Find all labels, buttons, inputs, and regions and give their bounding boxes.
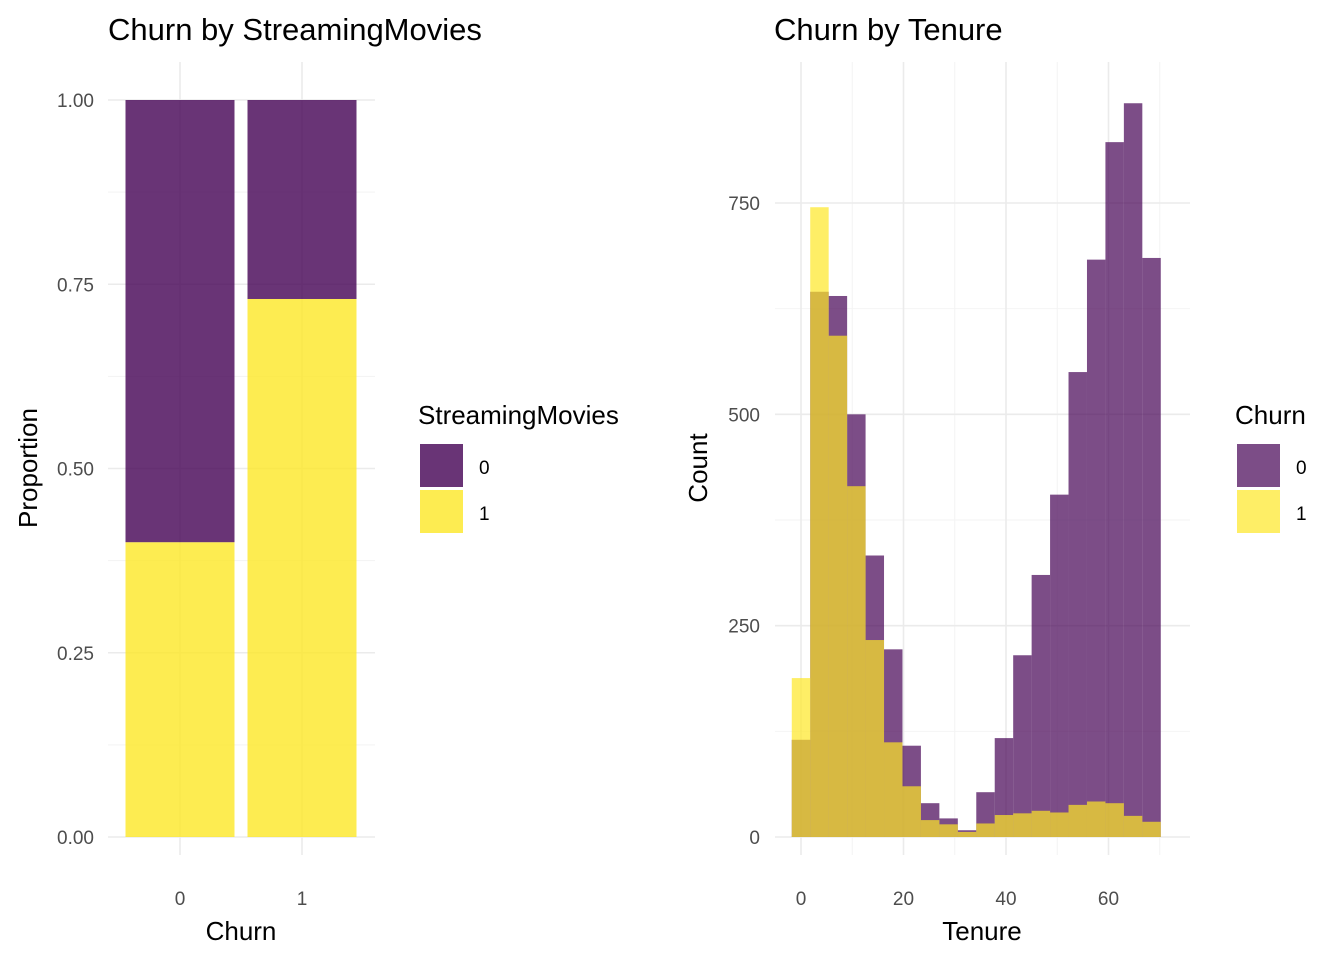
hist-bar-churn-1 [902,786,921,837]
hist-bar-churn-0 [1031,574,1051,837]
hist-bar-churn-0 [1086,259,1106,837]
hist-bar-churn-0 [1105,142,1124,838]
right-x-tick-labels: 0 20 40 60 [796,889,1119,910]
bar-churn-0-streaming-1 [125,542,235,837]
right-legend-label-0: 0 [1296,458,1307,479]
left-x-tick-label: 1 [297,889,308,910]
right-y-tick-label: 750 [728,194,760,215]
tenure-chart: 0 250 500 750 0 20 40 60 Churn by Tenure Tenur… [683,12,1307,946]
hist-bar-churn-0 [1068,372,1087,837]
right-legend-title: Churn [1235,400,1306,430]
left-x-axis-title: Churn [206,916,277,946]
right-y-tick-label: 0 [749,828,760,849]
right-x-axis-title: Tenure [942,916,1022,946]
hist-bar-churn-0 [1123,103,1143,837]
hist-bar-churn-1 [1142,821,1161,837]
left-y-axis-title: Proportion [13,408,43,528]
left-y-tick-labels: 0.00 0.25 0.50 0.75 1.00 [57,91,94,849]
right-y-axis-title: Count [683,433,713,503]
left-bars [125,100,357,837]
hist-bar-churn-1 [1050,812,1069,837]
right-y-tick-label: 500 [728,405,760,426]
left-y-tick-label: 0.75 [57,275,94,296]
left-legend-title: StreamingMovies [418,400,619,430]
hist-bar-churn-1 [828,335,848,837]
hist-bar-churn-1 [976,823,995,837]
hist-bar-churn-0 [1013,655,1032,837]
left-y-tick-label: 0.25 [57,644,94,665]
hist-bar-churn-1 [920,820,940,837]
left-legend-label-1: 1 [479,504,490,525]
right-legend: Churn 0 1 [1235,400,1307,533]
left-x-tick-label: 0 [175,889,186,910]
hist-bar-churn-1 [1105,803,1124,837]
right-bars [791,103,1161,838]
hist-bar-churn-1 [939,824,958,837]
hist-bar-churn-1 [810,207,829,837]
right-x-tick-label: 0 [796,889,807,910]
hist-bar-churn-1 [957,831,977,837]
hist-bar-churn-1 [994,815,1014,837]
right-legend-swatch-0 [1237,444,1280,487]
hist-bar-churn-1 [1086,801,1106,837]
hist-bar-churn-1 [1013,813,1032,837]
bar-churn-1-streaming-1 [247,298,357,837]
left-legend-swatch-0 [420,444,463,487]
bar-churn-1-streaming-0 [247,100,357,299]
left-y-tick-label: 0.50 [57,460,94,481]
hist-bar-churn-1 [865,640,885,837]
right-legend-label-1: 1 [1296,504,1307,525]
right-x-tick-label: 20 [893,889,914,910]
hist-bar-churn-1 [1068,804,1087,837]
left-legend-label-0: 0 [479,458,490,479]
left-chart-title: Churn by StreamingMovies [108,12,482,47]
hist-bar-churn-1 [1123,815,1143,837]
right-legend-swatch-1 [1237,490,1280,533]
hist-bar-churn-1 [847,486,866,837]
left-y-tick-label: 1.00 [57,91,94,112]
hist-bar-churn-1 [884,742,903,837]
right-chart-title: Churn by Tenure [774,12,1003,47]
hist-bar-churn-0 [1050,494,1069,837]
right-y-tick-labels: 0 250 500 750 [728,194,760,849]
left-legend: StreamingMovies 0 1 [418,400,619,533]
right-x-tick-label: 40 [995,889,1016,910]
hist-bar-churn-0 [1142,257,1161,837]
right-y-tick-label: 250 [728,617,760,638]
hist-bar-churn-1 [1031,810,1051,837]
hist-bar-churn-0 [994,738,1014,837]
left-y-tick-label: 0.00 [57,828,94,849]
left-legend-swatch-1 [420,490,463,533]
right-x-tick-label: 60 [1098,889,1119,910]
bar-churn-0-streaming-0 [125,100,235,543]
hist-bar-churn-1 [791,678,811,837]
